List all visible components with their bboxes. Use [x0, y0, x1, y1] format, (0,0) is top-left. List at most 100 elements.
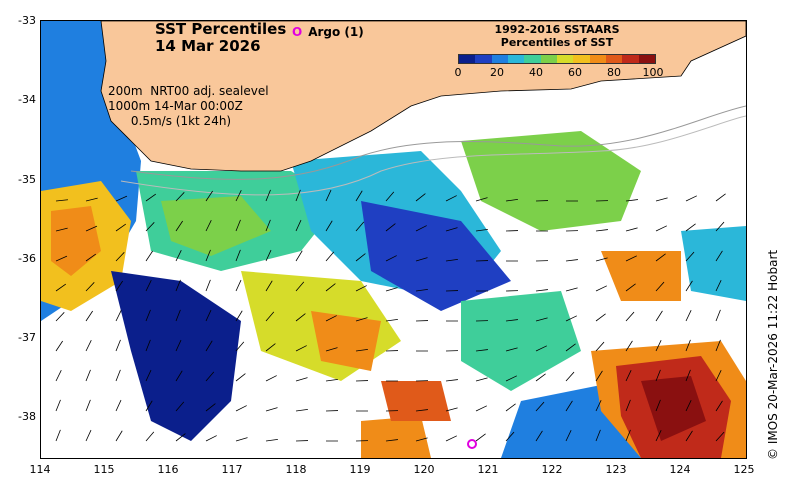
current-arrow: [655, 399, 661, 412]
argo-symbol-icon: O: [292, 25, 303, 39]
current-arrow: [625, 283, 636, 292]
current-arrow: [625, 227, 638, 232]
x-tick: 122: [541, 463, 563, 476]
y-tick: -36: [18, 252, 36, 265]
current-arrow: [205, 403, 216, 412]
current-arrow: [505, 431, 515, 442]
current-arrow: [595, 313, 606, 322]
current-arrow: [535, 401, 545, 412]
current-vectors: [55, 189, 726, 442]
current-arrow: [175, 220, 183, 232]
current-arrow: [355, 317, 368, 322]
current-arrow: [685, 369, 691, 382]
current-arrow: [655, 369, 661, 382]
current-arrow: [205, 279, 211, 292]
current-arrow: [55, 429, 61, 442]
current-arrow: [85, 282, 95, 292]
current-arrow: [235, 249, 241, 262]
current-arrow: [595, 229, 608, 232]
current-arrow: [355, 348, 368, 352]
current-arrow: [715, 279, 722, 292]
current-arrow: [685, 309, 692, 322]
current-arrow: [295, 219, 302, 232]
map-info: 200m NRT00 adj. sealevel 1000m 14-Mar 00:…: [108, 84, 269, 129]
legend-tick: 80: [607, 66, 621, 79]
legend-color-swatch: [589, 55, 606, 63]
x-tick: 124: [669, 463, 691, 476]
legend-color-swatch: [524, 55, 541, 63]
x-tick: 123: [605, 463, 627, 476]
current-arrow: [325, 251, 335, 262]
current-arrow: [565, 400, 573, 412]
current-arrow: [235, 437, 248, 442]
current-arrow: [385, 191, 395, 202]
x-tick: 121: [477, 463, 499, 476]
x-tick: 114: [29, 463, 51, 476]
current-arrow: [205, 309, 212, 322]
current-arrow: [445, 227, 458, 232]
current-arrow: [205, 190, 213, 202]
current-arrow: [415, 288, 428, 292]
info-line: 200m NRT00 adj. sealevel: [108, 84, 269, 98]
current-arrow: [625, 399, 631, 412]
current-arrow: [85, 253, 97, 262]
current-arrow: [205, 249, 211, 262]
x-tick: 118: [285, 463, 307, 476]
current-arrow: [235, 310, 243, 322]
legend-color-swatch: [507, 55, 525, 63]
legend-color-swatch: [605, 55, 623, 63]
current-arrow: [85, 399, 91, 412]
legend-tick: 40: [529, 66, 543, 79]
current-arrow: [475, 197, 488, 202]
info-line: 1000m 14-Mar 00:00Z: [108, 99, 243, 113]
current-arrow: [175, 279, 181, 292]
current-arrow: [265, 311, 275, 322]
current-arrow: [715, 193, 726, 202]
y-tick: -33: [18, 14, 36, 27]
current-arrow: [205, 371, 215, 382]
current-arrow: [55, 283, 67, 292]
current-arrow: [595, 370, 603, 382]
argo-float-marker[interactable]: [467, 439, 477, 449]
current-arrow: [625, 429, 631, 442]
title-date: 14 Mar 2026: [155, 37, 261, 55]
current-arrow: [145, 193, 157, 202]
current-arrow: [235, 190, 242, 202]
current-arrow: [325, 315, 337, 322]
current-arrow: [265, 189, 271, 202]
current-arrow: [415, 257, 428, 262]
current-arrow: [295, 250, 303, 262]
current-arrow: [145, 339, 151, 352]
current-arrow: [475, 377, 488, 382]
current-arrow: [505, 198, 518, 202]
current-arrow: [175, 401, 185, 412]
legend-title-line2: Percentiles of SST: [500, 36, 614, 49]
current-arrow: [265, 249, 272, 262]
current-arrow: [565, 343, 576, 352]
legend-color-swatch: [475, 55, 492, 63]
current-arrow: [685, 195, 697, 202]
current-arrow: [505, 347, 518, 352]
current-arrow: [235, 373, 246, 382]
current-arrow: [85, 340, 92, 352]
current-arrow: [85, 369, 91, 382]
current-arrow: [685, 280, 693, 292]
current-arrow: [655, 253, 666, 262]
current-arrow: [655, 339, 662, 352]
x-tick: 116: [157, 463, 179, 476]
legend-tick: 60: [568, 66, 582, 79]
current-arrow: [445, 258, 458, 262]
current-arrow: [175, 339, 182, 352]
current-arrow: [415, 193, 426, 202]
legend-color-swatch: [638, 55, 655, 63]
current-arrow: [295, 345, 307, 352]
current-arrow: [295, 313, 306, 322]
x-tick: 125: [733, 463, 755, 476]
current-arrow: [685, 251, 695, 262]
current-arrow: [715, 369, 722, 382]
current-arrow: [655, 281, 665, 292]
current-arrow: [325, 378, 338, 382]
current-arrow: [625, 369, 632, 382]
current-arrow: [535, 317, 548, 322]
current-arrow: [565, 315, 577, 322]
